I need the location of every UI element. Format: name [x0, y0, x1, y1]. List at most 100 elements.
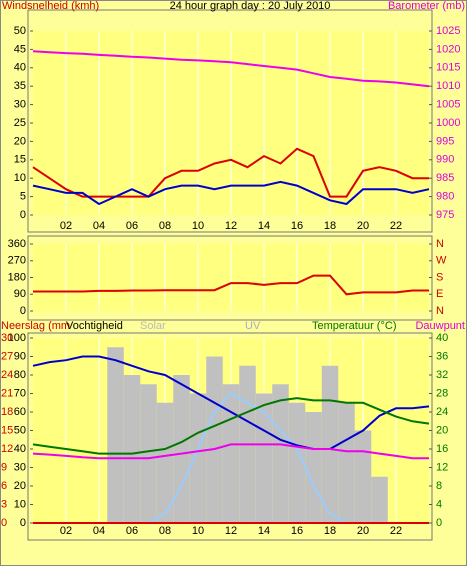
- y-tick-label: 70: [14, 387, 26, 399]
- y2-tick-label: 36: [436, 350, 448, 362]
- y-tick-label: 30: [14, 461, 26, 473]
- x-tick-label: 20: [357, 525, 369, 537]
- axis-label: Temperatuur (°C): [312, 320, 396, 332]
- y2-tick-label: S: [436, 271, 443, 283]
- x-tick-label: 18: [324, 525, 336, 537]
- x-tick-label: 10: [192, 525, 204, 537]
- chart-title: 24 hour graph day : 20 July 2010: [170, 0, 331, 12]
- series-line: [32, 147, 429, 198]
- axis-label: Neerslag (mm: [1, 320, 70, 332]
- y3-tick-label: 12: [1, 443, 13, 455]
- y2-tick-label: N: [436, 305, 444, 317]
- y2-tick-label: 16: [436, 443, 448, 455]
- panel-frame: [27, 9, 433, 233]
- series-line: [32, 180, 430, 206]
- y2-tick-label: 8: [436, 480, 442, 492]
- solar-bar: [189, 393, 207, 523]
- y2-tick-label: 20: [436, 424, 448, 436]
- y3-tick-label: 0: [1, 517, 7, 529]
- y2-tick-label: 32: [436, 369, 448, 381]
- x-tick-label: 02: [60, 525, 72, 537]
- x-tick-label: 22: [390, 220, 402, 232]
- axis-label: Vochtigheid: [66, 320, 123, 332]
- x-tick-label: 08: [159, 220, 171, 232]
- y3-tick-label: 27: [1, 350, 13, 362]
- solar-bar: [222, 384, 240, 523]
- y-tick-label: 40: [14, 62, 26, 74]
- panel-frame: [27, 332, 433, 541]
- y-tick-label: 50: [14, 424, 26, 436]
- y-tick-label: 15: [14, 154, 26, 166]
- y2-tick-label: 0: [436, 517, 442, 529]
- y-tick-label: 60: [14, 406, 26, 418]
- y2-tick-label: 24: [436, 406, 448, 418]
- solar-bar: [156, 402, 174, 523]
- axis-label: Barometer (mb): [388, 0, 465, 12]
- x-tick-label: 22: [390, 525, 402, 537]
- y2-tick-label: 1015: [436, 62, 460, 74]
- x-tick-label: 04: [93, 220, 105, 232]
- y3-tick-label: 21: [1, 387, 13, 399]
- x-tick-label: 12: [225, 525, 237, 537]
- x-tick-label: 06: [126, 220, 138, 232]
- y-tick-label: 20: [14, 135, 26, 147]
- x-tick-label: 18: [324, 220, 336, 232]
- solar-bar: [272, 384, 289, 523]
- series-line: [32, 397, 430, 455]
- y3-tick-label: 24: [1, 369, 13, 381]
- axis-label: UV: [245, 320, 261, 332]
- y2-tick-label: 12: [436, 461, 448, 473]
- x-tick-label: 14: [258, 220, 270, 232]
- x-tick-label: 10: [192, 220, 204, 232]
- x-tick-label: 16: [291, 220, 303, 232]
- y-tick-label: 0: [20, 517, 26, 529]
- y3-tick-label: 3: [1, 498, 7, 510]
- y-tick-label: 35: [14, 80, 26, 92]
- y3-tick-label: 30: [1, 332, 13, 344]
- y-tick-label: 100: [8, 332, 26, 344]
- series-line: [32, 355, 430, 450]
- y2-tick-label: 1020: [436, 43, 460, 55]
- y2-tick-label: 1000: [436, 117, 460, 129]
- axis-label: Solar: [140, 320, 166, 332]
- x-tick-label: 20: [357, 220, 369, 232]
- solar-bar: [123, 375, 141, 523]
- y-tick-label: 270: [8, 255, 26, 267]
- series-line: [32, 443, 429, 460]
- solar-bar: [140, 384, 157, 523]
- solar-bar: [354, 430, 372, 523]
- solar-bar: [107, 347, 124, 523]
- y2-tick-label: 995: [436, 135, 454, 147]
- y2-tick-label: E: [436, 288, 443, 300]
- y-tick-label: 90: [14, 350, 26, 362]
- y-tick-label: 90: [14, 288, 26, 300]
- y3-tick-label: 15: [1, 424, 13, 436]
- solar-bar: [255, 393, 273, 523]
- solar-bar: [206, 356, 223, 523]
- series-line: [32, 50, 430, 88]
- y-tick-label: 360: [8, 238, 26, 250]
- y2-tick-label: 985: [436, 172, 454, 184]
- y2-tick-label: 1005: [436, 99, 460, 111]
- y-tick-label: 180: [8, 271, 26, 283]
- y3-tick-label: 9: [1, 461, 7, 473]
- y2-tick-label: 28: [436, 387, 448, 399]
- solar-bar: [321, 365, 339, 523]
- y-tick-label: 40: [14, 443, 26, 455]
- x-tick-label: 12: [225, 220, 237, 232]
- y2-tick-label: W: [436, 255, 447, 267]
- y-tick-label: 0: [20, 209, 26, 221]
- y-tick-label: 45: [14, 43, 26, 55]
- axis-label: Windsnelheid (kmh): [2, 0, 99, 12]
- y2-tick-label: N: [436, 238, 444, 250]
- y2-tick-label: 40: [436, 332, 448, 344]
- y2-tick-label: 990: [436, 154, 454, 166]
- solar-bar: [305, 412, 322, 523]
- solar-bar: [371, 476, 388, 523]
- y-tick-label: 30: [14, 99, 26, 111]
- y2-tick-label: 975: [436, 209, 454, 221]
- y3-tick-label: 6: [1, 480, 7, 492]
- y-tick-label: 50: [14, 25, 26, 37]
- x-tick-label: 16: [291, 525, 303, 537]
